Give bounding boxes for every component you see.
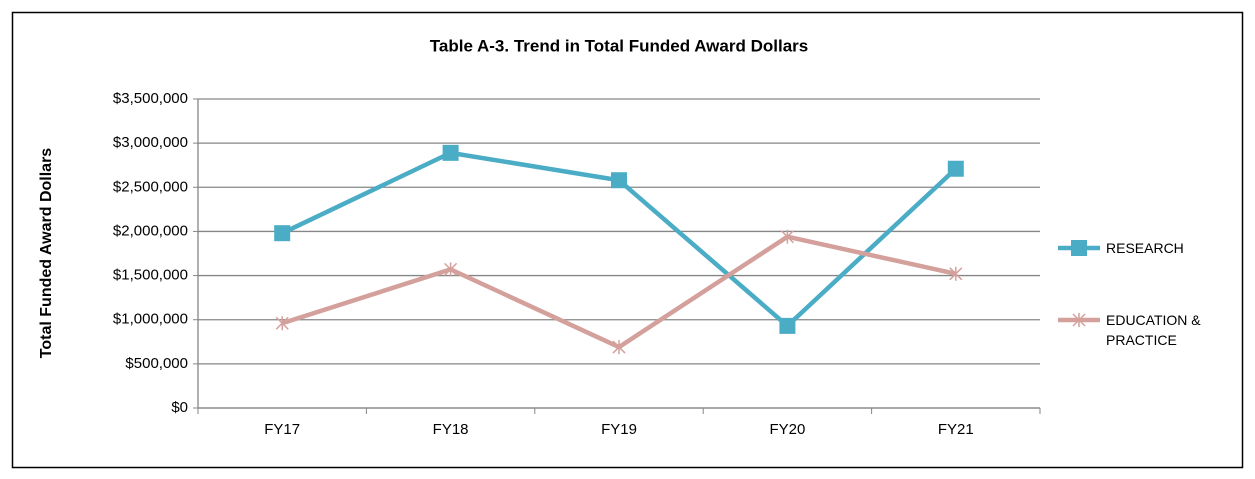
- marker: [274, 225, 291, 242]
- legend-label: RESEARCH: [1106, 240, 1184, 256]
- y-tick-label: $500,000: [125, 355, 188, 372]
- marker: [612, 340, 626, 355]
- marker: [947, 160, 964, 177]
- marker: [779, 317, 796, 334]
- y-tick-label: $3,500,000: [113, 90, 188, 107]
- y-tick-label: $1,000,000: [113, 311, 188, 328]
- x-tick-label: FY19: [601, 421, 637, 438]
- y-tick-label: $2,000,000: [113, 222, 188, 239]
- x-tick-label: FY17: [264, 421, 300, 438]
- legend-marker: [1071, 240, 1087, 256]
- x-tick-label: FY18: [433, 421, 469, 438]
- y-tick-label: $3,000,000: [113, 134, 188, 151]
- legend-label: EDUCATION & PRACTICE: [1106, 312, 1201, 348]
- marker: [444, 262, 458, 277]
- marker: [949, 266, 963, 281]
- chart-border: [11, 11, 1244, 469]
- legend-marker: [1072, 313, 1086, 327]
- marker: [442, 144, 459, 161]
- chart-title: Table A-3. Trend in Total Funded Award D…: [430, 36, 808, 55]
- y-tick-label: $1,500,000: [113, 267, 188, 284]
- x-tick-label: FY20: [769, 421, 805, 438]
- marker: [780, 229, 794, 244]
- marker: [611, 172, 627, 189]
- y-tick-label: $0: [171, 399, 188, 416]
- y-tick-label: $2,500,000: [113, 178, 188, 195]
- y-axis-label: Total Funded Award Dollars: [38, 148, 55, 358]
- marker: [275, 316, 289, 331]
- x-tick-label: FY21: [938, 421, 974, 438]
